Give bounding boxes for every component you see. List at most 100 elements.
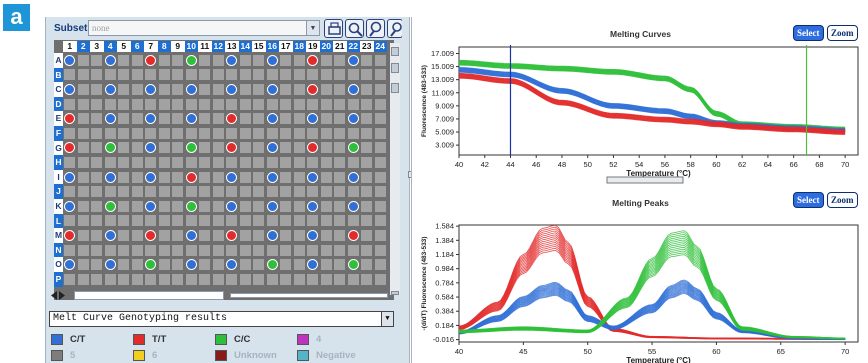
plate-well-empty[interactable] — [185, 186, 197, 198]
plate-well-empty[interactable] — [185, 69, 197, 81]
plate-well[interactable] — [185, 230, 197, 241]
plate-well-empty[interactable] — [239, 127, 251, 139]
plate-well[interactable] — [64, 259, 76, 271]
plate-well-empty[interactable] — [334, 244, 346, 256]
plate-well-empty[interactable] — [199, 113, 211, 125]
plate-well-empty[interactable] — [172, 98, 184, 110]
plate-well-empty[interactable] — [199, 259, 211, 271]
plate-well-empty[interactable] — [91, 84, 103, 95]
plate-well-empty[interactable] — [253, 230, 265, 241]
plate-well-empty[interactable] — [293, 113, 305, 125]
plate-well-empty[interactable] — [293, 142, 305, 154]
plate-well-empty[interactable] — [131, 273, 143, 285]
plate-well-empty[interactable] — [172, 142, 184, 154]
plate-well-empty[interactable] — [334, 215, 346, 227]
plate-well-empty[interactable] — [104, 69, 116, 81]
plate-well-empty[interactable] — [253, 98, 265, 110]
horizontal-scrollbar[interactable] — [50, 290, 390, 301]
plate-well-empty[interactable] — [118, 259, 130, 271]
plate-well-empty[interactable] — [374, 157, 386, 168]
plate-well-empty[interactable] — [334, 186, 346, 198]
plate-well-empty[interactable] — [212, 157, 224, 168]
results-dropdown[interactable]: Melt Curve Genotyping results ▼ — [49, 311, 394, 327]
plate-well-empty[interactable] — [253, 54, 265, 66]
plate-well-empty[interactable] — [104, 157, 116, 168]
plate-well[interactable] — [266, 113, 278, 125]
plate-well-empty[interactable] — [118, 230, 130, 241]
plate-well-empty[interactable] — [118, 98, 130, 110]
plate-well-empty[interactable] — [253, 157, 265, 168]
plate-well-empty[interactable] — [239, 54, 251, 66]
plate-well-empty[interactable] — [374, 273, 386, 285]
plate-well-empty[interactable] — [239, 113, 251, 125]
plate-well-empty[interactable] — [239, 273, 251, 285]
plate-well-empty[interactable] — [77, 259, 89, 271]
plate-well-empty[interactable] — [266, 215, 278, 227]
plate-well[interactable] — [185, 142, 197, 154]
plate-well[interactable] — [226, 54, 238, 66]
plate-well-empty[interactable] — [172, 69, 184, 81]
plate-well-empty[interactable] — [293, 54, 305, 66]
column-label[interactable]: 11 — [198, 41, 212, 52]
plate-well-empty[interactable] — [212, 84, 224, 95]
plate-well-empty[interactable] — [266, 69, 278, 81]
plate-well-empty[interactable] — [347, 98, 359, 110]
plate-well[interactable] — [104, 230, 116, 241]
plate-well-empty[interactable] — [91, 186, 103, 198]
plate-well-empty[interactable] — [239, 200, 251, 212]
plate-well[interactable] — [307, 54, 319, 66]
plate-well-empty[interactable] — [91, 200, 103, 212]
plate-well-empty[interactable] — [77, 186, 89, 198]
plate-well-empty[interactable] — [307, 127, 319, 139]
plate-well-empty[interactable] — [172, 215, 184, 227]
plate-well-empty[interactable] — [145, 98, 157, 110]
plate-well[interactable] — [145, 171, 157, 183]
plate-well-empty[interactable] — [374, 171, 386, 183]
plate-well-empty[interactable] — [374, 142, 386, 154]
plate-well-empty[interactable] — [239, 157, 251, 168]
plate-well-empty[interactable] — [172, 200, 184, 212]
plate-well-empty[interactable] — [77, 142, 89, 154]
row-label[interactable]: N — [54, 242, 63, 258]
plate-well-empty[interactable] — [361, 54, 373, 66]
plate-well-empty[interactable] — [172, 259, 184, 271]
plate-well-empty[interactable] — [91, 259, 103, 271]
plate-well-empty[interactable] — [131, 171, 143, 183]
plate-well-empty[interactable] — [320, 157, 332, 168]
plate-well-empty[interactable] — [118, 171, 130, 183]
plate-well[interactable] — [347, 54, 359, 66]
plate-well-empty[interactable] — [334, 69, 346, 81]
plate-well-empty[interactable] — [199, 54, 211, 66]
plate-well-empty[interactable] — [172, 113, 184, 125]
plate-well-empty[interactable] — [320, 142, 332, 154]
plate-well-empty[interactable] — [280, 171, 292, 183]
plate-well-empty[interactable] — [374, 200, 386, 212]
plate-well[interactable] — [307, 230, 319, 241]
plate-well-empty[interactable] — [293, 127, 305, 139]
plate-well-empty[interactable] — [131, 259, 143, 271]
plate-well[interactable] — [104, 142, 116, 154]
plate-well-empty[interactable] — [131, 157, 143, 168]
plate-well-empty[interactable] — [77, 244, 89, 256]
plate-well-empty[interactable] — [280, 142, 292, 154]
plate-well-empty[interactable] — [280, 230, 292, 241]
plate-well-empty[interactable] — [185, 244, 197, 256]
plate-well[interactable] — [226, 259, 238, 271]
plate-well-empty[interactable] — [145, 127, 157, 139]
plate-well[interactable] — [185, 259, 197, 271]
column-label[interactable]: 10 — [184, 41, 198, 52]
column-label[interactable]: 8 — [157, 41, 171, 52]
plate-well-empty[interactable] — [320, 186, 332, 198]
plate-well-empty[interactable] — [239, 142, 251, 154]
plate-well[interactable] — [185, 200, 197, 212]
column-label[interactable]: 19 — [306, 41, 320, 52]
plate-well[interactable] — [307, 200, 319, 212]
plate-well-empty[interactable] — [239, 215, 251, 227]
plate-well-empty[interactable] — [158, 215, 170, 227]
plate-well-empty[interactable] — [280, 54, 292, 66]
plate-well-empty[interactable] — [212, 215, 224, 227]
plate-well-empty[interactable] — [334, 259, 346, 271]
plate-well-empty[interactable] — [64, 244, 76, 256]
plate-well-empty[interactable] — [131, 69, 143, 81]
plate-well-empty[interactable] — [199, 186, 211, 198]
